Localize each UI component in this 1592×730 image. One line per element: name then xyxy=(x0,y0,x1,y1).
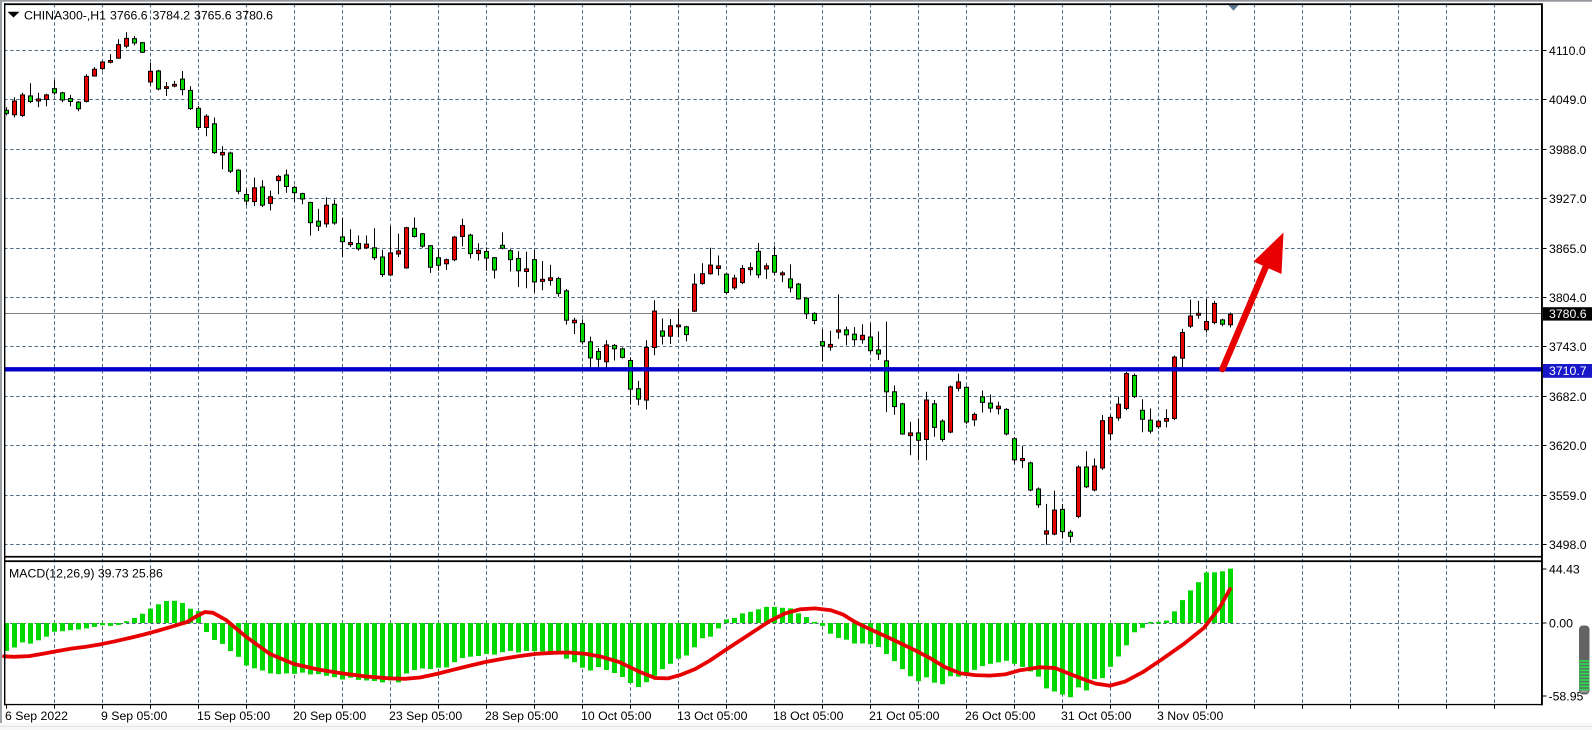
svg-text:0.00: 0.00 xyxy=(1549,616,1573,630)
svg-text:10 Oct 05:00: 10 Oct 05:00 xyxy=(581,709,652,723)
svg-text:3682.0: 3682.0 xyxy=(1549,390,1587,404)
svg-text:44.43: 44.43 xyxy=(1549,562,1580,576)
svg-text:3743.0: 3743.0 xyxy=(1549,340,1587,354)
svg-text:3559.0: 3559.0 xyxy=(1549,489,1587,503)
svg-text:3804.0: 3804.0 xyxy=(1549,291,1587,305)
svg-text:3765.6: 3765.6 xyxy=(194,9,232,23)
svg-text:CHINA300-,H1: CHINA300-,H1 xyxy=(24,9,106,23)
svg-text:23 Sep 05:00: 23 Sep 05:00 xyxy=(389,709,462,723)
svg-text:3766.6: 3766.6 xyxy=(110,9,148,23)
svg-text:3498.0: 3498.0 xyxy=(1549,538,1587,552)
svg-text:9 Sep 05:00: 9 Sep 05:00 xyxy=(101,709,167,723)
svg-text:4110.0: 4110.0 xyxy=(1549,44,1586,58)
svg-text:20 Sep 05:00: 20 Sep 05:00 xyxy=(293,709,366,723)
svg-text:6 Sep 2022: 6 Sep 2022 xyxy=(5,709,68,723)
svg-text:3784.2: 3784.2 xyxy=(153,9,191,23)
svg-text:-58.95: -58.95 xyxy=(1549,689,1584,703)
svg-text:21 Oct 05:00: 21 Oct 05:00 xyxy=(869,709,940,723)
svg-text:15 Sep 05:00: 15 Sep 05:00 xyxy=(197,709,270,723)
svg-text:3988.0: 3988.0 xyxy=(1549,143,1587,157)
svg-text:3780.6: 3780.6 xyxy=(1549,307,1587,321)
svg-text:31 Oct 05:00: 31 Oct 05:00 xyxy=(1061,709,1132,723)
svg-text:MACD(12,26,9) 39.73 25.86: MACD(12,26,9) 39.73 25.86 xyxy=(9,567,163,581)
svg-text:26 Oct 05:00: 26 Oct 05:00 xyxy=(965,709,1036,723)
svg-text:3927.0: 3927.0 xyxy=(1549,192,1587,206)
svg-text:3780.6: 3780.6 xyxy=(235,9,273,23)
svg-text:3 Nov 05:00: 3 Nov 05:00 xyxy=(1157,709,1223,723)
svg-text:3865.0: 3865.0 xyxy=(1549,242,1587,256)
svg-text:18 Oct 05:00: 18 Oct 05:00 xyxy=(773,709,844,723)
svg-text:28 Sep 05:00: 28 Sep 05:00 xyxy=(485,709,558,723)
svg-text:3710.7: 3710.7 xyxy=(1549,364,1587,378)
svg-text:4049.0: 4049.0 xyxy=(1549,93,1587,107)
svg-text:3620.0: 3620.0 xyxy=(1549,439,1587,453)
svg-text:13 Oct 05:00: 13 Oct 05:00 xyxy=(677,709,748,723)
